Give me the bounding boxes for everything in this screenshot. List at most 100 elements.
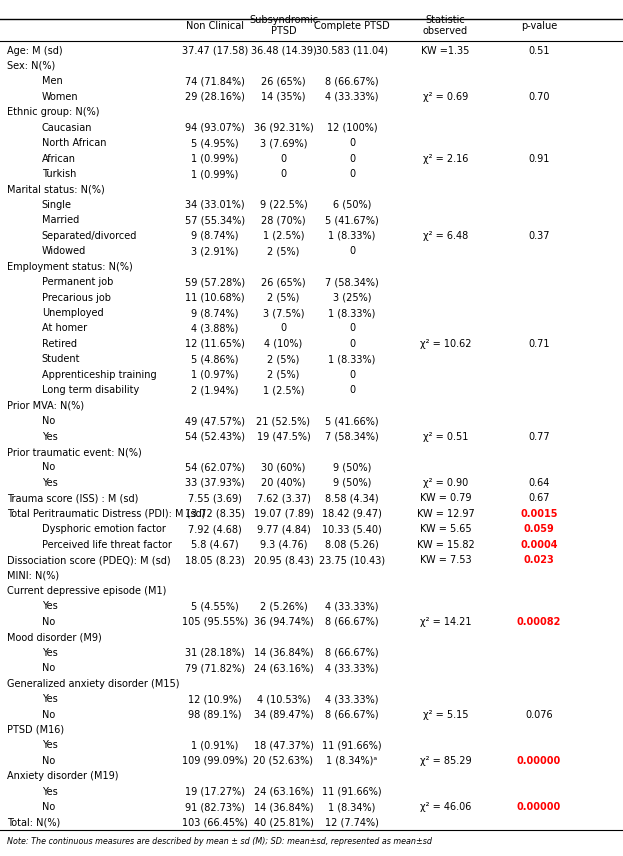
Text: 8 (66.67%): 8 (66.67%) <box>325 617 379 627</box>
Text: 3 (25%): 3 (25%) <box>333 293 371 302</box>
Text: 12 (10.9%): 12 (10.9%) <box>188 694 242 704</box>
Text: Employment status: N(%): Employment status: N(%) <box>7 262 133 271</box>
Text: PTSD (M16): PTSD (M16) <box>7 725 65 735</box>
Text: 54 (52.43%): 54 (52.43%) <box>185 431 245 442</box>
Text: 5 (4.86%): 5 (4.86%) <box>191 354 239 365</box>
Text: 2 (5%): 2 (5%) <box>267 293 300 302</box>
Text: No: No <box>42 756 55 766</box>
Text: Women: Women <box>42 92 78 102</box>
Text: KW = 5.65: KW = 5.65 <box>420 524 471 534</box>
Text: 18.05 (8.23): 18.05 (8.23) <box>185 555 245 565</box>
Text: No: No <box>42 416 55 426</box>
Text: Current depressive episode (M1): Current depressive episode (M1) <box>7 586 167 596</box>
Text: 4 (33.33%): 4 (33.33%) <box>325 694 379 704</box>
Text: 36 (92.31%): 36 (92.31%) <box>254 122 313 133</box>
Text: 5 (41.67%): 5 (41.67%) <box>325 216 379 225</box>
Text: 9 (8.74%): 9 (8.74%) <box>191 231 239 241</box>
Text: 0.00000: 0.00000 <box>516 756 561 766</box>
Text: Perceived life threat factor: Perceived life threat factor <box>42 539 171 550</box>
Text: 0: 0 <box>349 169 355 179</box>
Text: Subsyndromic
PTSD: Subsyndromic PTSD <box>249 15 318 37</box>
Text: African: African <box>42 153 76 163</box>
Text: 0: 0 <box>280 153 287 163</box>
Text: p-value: p-value <box>521 21 557 31</box>
Text: 1 (8.34%): 1 (8.34%) <box>328 802 376 812</box>
Text: 4 (33.33%): 4 (33.33%) <box>325 602 379 611</box>
Text: 8.58 (4.34): 8.58 (4.34) <box>325 493 379 503</box>
Text: Non Clinical: Non Clinical <box>186 21 244 31</box>
Text: 8 (66.67%): 8 (66.67%) <box>325 648 379 657</box>
Text: Men: Men <box>42 76 62 86</box>
Text: 18 (47.37%): 18 (47.37%) <box>254 740 313 751</box>
Text: 14 (36.84%): 14 (36.84%) <box>254 648 313 657</box>
Text: North African: North African <box>42 138 107 148</box>
Text: 9 (8.74%): 9 (8.74%) <box>191 308 239 318</box>
Text: Note: The continuous measures are described by mean ± sd (M); SD: mean±sd, repre: Note: The continuous measures are descri… <box>7 837 432 847</box>
Text: 12 (11.65%): 12 (11.65%) <box>185 339 245 349</box>
Text: 74 (71.84%): 74 (71.84%) <box>185 76 245 86</box>
Text: 0.64: 0.64 <box>528 478 549 488</box>
Text: Sex: N(%): Sex: N(%) <box>7 61 55 71</box>
Text: χ² = 2.16: χ² = 2.16 <box>423 153 468 163</box>
Text: 1 (8.33%): 1 (8.33%) <box>328 231 376 241</box>
Text: 8.08 (5.26): 8.08 (5.26) <box>325 539 379 550</box>
Text: 1 (2.5%): 1 (2.5%) <box>263 385 304 395</box>
Text: Apprenticeship training: Apprenticeship training <box>42 370 156 380</box>
Text: 0.91: 0.91 <box>528 153 549 163</box>
Text: χ² = 46.06: χ² = 46.06 <box>420 802 471 812</box>
Text: 7 (58.34%): 7 (58.34%) <box>325 431 379 442</box>
Text: 2 (5%): 2 (5%) <box>267 247 300 256</box>
Text: 29 (28.16%): 29 (28.16%) <box>185 92 245 102</box>
Text: 8 (66.67%): 8 (66.67%) <box>325 76 379 86</box>
Text: 11 (91.66%): 11 (91.66%) <box>322 787 382 797</box>
Text: 30.583 (11.04): 30.583 (11.04) <box>316 45 388 56</box>
Text: Yes: Yes <box>42 478 57 488</box>
Text: Yes: Yes <box>42 648 57 657</box>
Text: 2 (5%): 2 (5%) <box>267 354 300 365</box>
Text: Yes: Yes <box>42 431 57 442</box>
Text: 0: 0 <box>349 370 355 380</box>
Text: Separated/divorced: Separated/divorced <box>42 231 137 241</box>
Text: KW = 15.82: KW = 15.82 <box>417 539 474 550</box>
Text: 91 (82.73%): 91 (82.73%) <box>185 802 245 812</box>
Text: Prior traumatic event: N(%): Prior traumatic event: N(%) <box>7 447 142 457</box>
Text: 9 (50%): 9 (50%) <box>333 478 371 488</box>
Text: 57 (55.34%): 57 (55.34%) <box>185 216 245 225</box>
Text: 4 (33.33%): 4 (33.33%) <box>325 663 379 673</box>
Text: χ² = 5.15: χ² = 5.15 <box>422 710 468 720</box>
Text: 1 (0.97%): 1 (0.97%) <box>191 370 239 380</box>
Text: 8 (66.67%): 8 (66.67%) <box>325 710 379 720</box>
Text: 13.72 (8.35): 13.72 (8.35) <box>185 508 245 519</box>
Text: Ethnic group: N(%): Ethnic group: N(%) <box>7 107 100 117</box>
Text: Dissociation score (PDEQ): M (sd): Dissociation score (PDEQ): M (sd) <box>7 555 171 565</box>
Text: Statistic
observed: Statistic observed <box>423 15 468 37</box>
Text: 0: 0 <box>349 247 355 256</box>
Text: 1 (2.5%): 1 (2.5%) <box>263 231 304 241</box>
Text: MINI: N(%): MINI: N(%) <box>7 571 60 580</box>
Text: 24 (63.16%): 24 (63.16%) <box>254 663 313 673</box>
Text: 9 (22.5%): 9 (22.5%) <box>260 200 307 210</box>
Text: Prior MVA: N(%): Prior MVA: N(%) <box>7 401 85 411</box>
Text: 28 (70%): 28 (70%) <box>261 216 306 225</box>
Text: 10.33 (5.40): 10.33 (5.40) <box>322 524 382 534</box>
Text: 36.48 (14.39): 36.48 (14.39) <box>250 45 316 56</box>
Text: χ² = 0.90: χ² = 0.90 <box>423 478 468 488</box>
Text: Total Peritraumatic Distress (PDI): M (sd): Total Peritraumatic Distress (PDI): M (s… <box>7 508 206 519</box>
Text: 20 (40%): 20 (40%) <box>261 478 306 488</box>
Text: Complete PTSD: Complete PTSD <box>314 21 390 31</box>
Text: Age: M (sd): Age: M (sd) <box>7 45 63 56</box>
Text: Married: Married <box>42 216 79 225</box>
Text: 3 (7.69%): 3 (7.69%) <box>260 138 307 148</box>
Text: 0.70: 0.70 <box>528 92 549 102</box>
Text: 0.059: 0.059 <box>523 524 554 534</box>
Text: Generalized anxiety disorder (M15): Generalized anxiety disorder (M15) <box>7 679 180 688</box>
Text: 31 (28.18%): 31 (28.18%) <box>185 648 245 657</box>
Text: 7.92 (4.68): 7.92 (4.68) <box>188 524 242 534</box>
Text: 37.47 (17.58): 37.47 (17.58) <box>182 45 248 56</box>
Text: 2 (5%): 2 (5%) <box>267 370 300 380</box>
Text: 9.77 (4.84): 9.77 (4.84) <box>257 524 310 534</box>
Text: 4 (3.88%): 4 (3.88%) <box>191 324 239 334</box>
Text: 9 (50%): 9 (50%) <box>333 462 371 473</box>
Text: 12 (7.74%): 12 (7.74%) <box>325 817 379 828</box>
Text: 20 (52.63%): 20 (52.63%) <box>254 756 313 766</box>
